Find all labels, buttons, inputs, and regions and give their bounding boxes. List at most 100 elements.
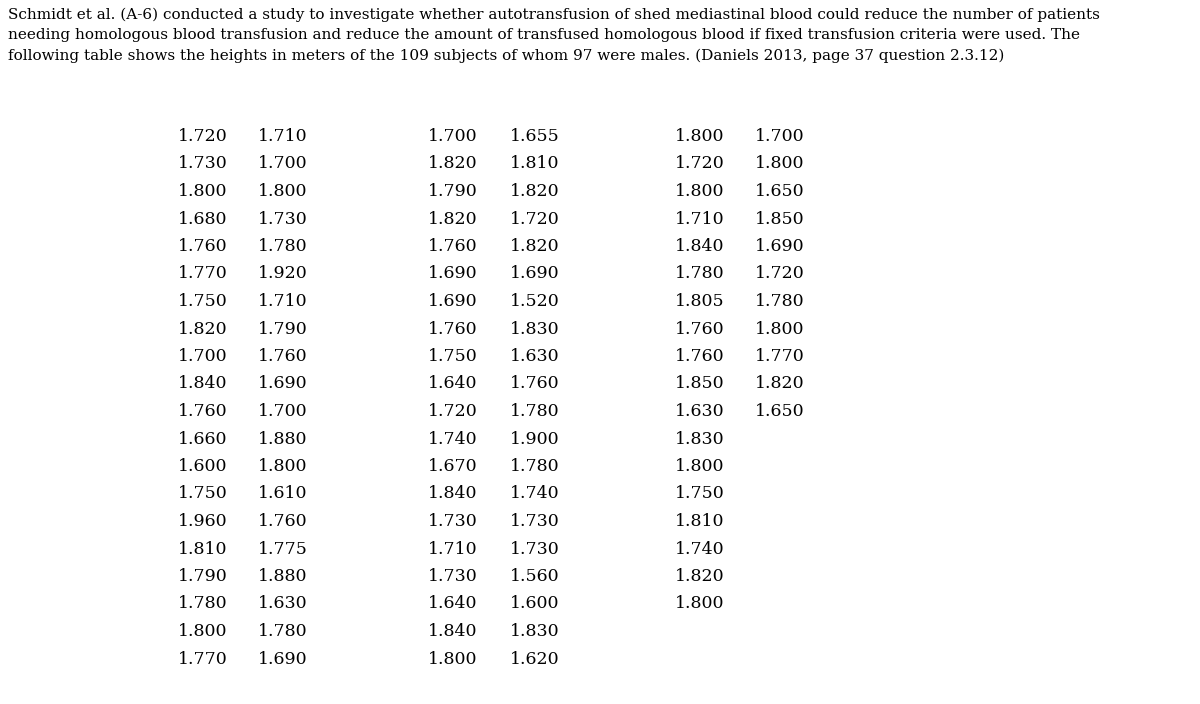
Text: 1.850: 1.850 xyxy=(755,210,805,227)
Text: 1.740: 1.740 xyxy=(674,541,725,558)
Text: 1.630: 1.630 xyxy=(258,596,307,612)
Text: 1.760: 1.760 xyxy=(428,320,478,337)
Text: 1.690: 1.690 xyxy=(510,265,559,282)
Text: 1.800: 1.800 xyxy=(674,596,725,612)
Text: 1.880: 1.880 xyxy=(258,431,307,448)
Text: 1.840: 1.840 xyxy=(674,238,725,255)
Text: 1.820: 1.820 xyxy=(755,375,805,393)
Text: 1.770: 1.770 xyxy=(178,265,228,282)
Text: 1.820: 1.820 xyxy=(510,238,559,255)
Text: 1.630: 1.630 xyxy=(510,348,559,365)
Text: 1.800: 1.800 xyxy=(178,183,228,200)
Text: 1.805: 1.805 xyxy=(674,293,725,310)
Text: 1.760: 1.760 xyxy=(510,375,559,393)
Text: 1.790: 1.790 xyxy=(178,568,228,585)
Text: 1.920: 1.920 xyxy=(258,265,307,282)
Text: 1.780: 1.780 xyxy=(510,403,559,420)
Text: 1.710: 1.710 xyxy=(258,293,307,310)
Text: 1.760: 1.760 xyxy=(258,513,307,530)
Text: 1.710: 1.710 xyxy=(674,210,725,227)
Text: 1.670: 1.670 xyxy=(428,458,478,475)
Text: 1.840: 1.840 xyxy=(428,486,478,503)
Text: 1.760: 1.760 xyxy=(674,320,725,337)
Text: 1.830: 1.830 xyxy=(510,320,559,337)
Text: 1.710: 1.710 xyxy=(258,128,307,145)
Text: 1.780: 1.780 xyxy=(510,458,559,475)
Text: 1.800: 1.800 xyxy=(674,183,725,200)
Text: 1.720: 1.720 xyxy=(674,156,725,172)
Text: 1.700: 1.700 xyxy=(258,156,307,172)
Text: Schmidt et al. (A-6) conducted a study to investigate whether autotransfusion of: Schmidt et al. (A-6) conducted a study t… xyxy=(8,8,1100,63)
Text: 1.750: 1.750 xyxy=(428,348,478,365)
Text: 1.660: 1.660 xyxy=(178,431,228,448)
Text: 1.560: 1.560 xyxy=(510,568,559,585)
Text: 1.740: 1.740 xyxy=(510,486,559,503)
Text: 1.690: 1.690 xyxy=(258,375,307,393)
Text: 1.800: 1.800 xyxy=(674,458,725,475)
Text: 1.690: 1.690 xyxy=(755,238,805,255)
Text: 1.520: 1.520 xyxy=(510,293,559,310)
Text: 1.730: 1.730 xyxy=(428,568,478,585)
Text: 1.750: 1.750 xyxy=(178,293,228,310)
Text: 1.820: 1.820 xyxy=(674,568,725,585)
Text: 1.800: 1.800 xyxy=(258,183,307,200)
Text: 1.800: 1.800 xyxy=(178,623,228,640)
Text: 1.655: 1.655 xyxy=(510,128,559,145)
Text: 1.900: 1.900 xyxy=(510,431,559,448)
Text: 1.820: 1.820 xyxy=(178,320,228,337)
Text: 1.730: 1.730 xyxy=(178,156,228,172)
Text: 1.720: 1.720 xyxy=(510,210,559,227)
Text: 1.700: 1.700 xyxy=(755,128,805,145)
Text: 1.800: 1.800 xyxy=(258,458,307,475)
Text: 1.620: 1.620 xyxy=(510,650,559,667)
Text: 1.780: 1.780 xyxy=(755,293,805,310)
Text: 1.690: 1.690 xyxy=(428,265,478,282)
Text: 1.770: 1.770 xyxy=(755,348,805,365)
Text: 1.700: 1.700 xyxy=(428,128,478,145)
Text: 1.820: 1.820 xyxy=(428,156,478,172)
Text: 1.780: 1.780 xyxy=(258,238,307,255)
Text: 1.780: 1.780 xyxy=(674,265,725,282)
Text: 1.760: 1.760 xyxy=(178,238,228,255)
Text: 1.650: 1.650 xyxy=(755,403,805,420)
Text: 1.830: 1.830 xyxy=(510,623,559,640)
Text: 1.810: 1.810 xyxy=(510,156,559,172)
Text: 1.780: 1.780 xyxy=(178,596,228,612)
Text: 1.790: 1.790 xyxy=(428,183,478,200)
Text: 1.680: 1.680 xyxy=(178,210,228,227)
Text: 1.730: 1.730 xyxy=(510,513,559,530)
Text: 1.710: 1.710 xyxy=(428,541,478,558)
Text: 1.640: 1.640 xyxy=(428,375,478,393)
Text: 1.610: 1.610 xyxy=(258,486,307,503)
Text: 1.760: 1.760 xyxy=(674,348,725,365)
Text: 1.720: 1.720 xyxy=(178,128,228,145)
Text: 1.820: 1.820 xyxy=(510,183,559,200)
Text: 1.700: 1.700 xyxy=(178,348,228,365)
Text: 1.750: 1.750 xyxy=(178,486,228,503)
Text: 1.720: 1.720 xyxy=(755,265,805,282)
Text: 1.630: 1.630 xyxy=(674,403,725,420)
Text: 1.775: 1.775 xyxy=(258,541,308,558)
Text: 1.800: 1.800 xyxy=(755,156,804,172)
Text: 1.810: 1.810 xyxy=(674,513,725,530)
Text: 1.600: 1.600 xyxy=(178,458,228,475)
Text: 1.800: 1.800 xyxy=(428,650,478,667)
Text: 1.750: 1.750 xyxy=(674,486,725,503)
Text: 1.800: 1.800 xyxy=(755,320,804,337)
Text: 1.740: 1.740 xyxy=(428,431,478,448)
Text: 1.700: 1.700 xyxy=(258,403,307,420)
Text: 1.820: 1.820 xyxy=(428,210,478,227)
Text: 1.770: 1.770 xyxy=(178,650,228,667)
Text: 1.800: 1.800 xyxy=(674,128,725,145)
Text: 1.780: 1.780 xyxy=(258,623,307,640)
Text: 1.730: 1.730 xyxy=(428,513,478,530)
Text: 1.730: 1.730 xyxy=(258,210,307,227)
Text: 1.690: 1.690 xyxy=(258,650,307,667)
Text: 1.840: 1.840 xyxy=(178,375,228,393)
Text: 1.690: 1.690 xyxy=(428,293,478,310)
Text: 1.960: 1.960 xyxy=(178,513,228,530)
Text: 1.600: 1.600 xyxy=(510,596,559,612)
Text: 1.760: 1.760 xyxy=(258,348,307,365)
Text: 1.840: 1.840 xyxy=(428,623,478,640)
Text: 1.720: 1.720 xyxy=(428,403,478,420)
